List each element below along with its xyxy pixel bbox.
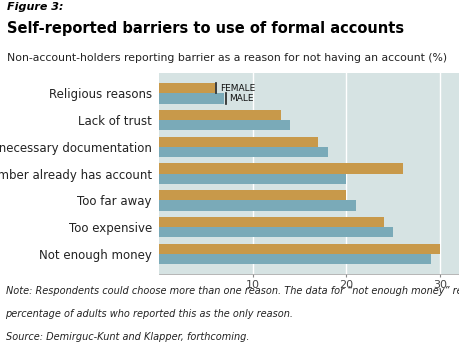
Bar — [158, 120, 290, 130]
Text: Source: Demirguc-Kunt and Klapper, forthcoming.: Source: Demirguc-Kunt and Klapper, forth… — [6, 332, 248, 342]
Text: Non-account-holders reporting barrier as a reason for not having an account (%): Non-account-holders reporting barrier as… — [7, 53, 446, 63]
Bar — [158, 190, 346, 200]
Bar — [158, 174, 346, 184]
Bar — [158, 227, 392, 237]
Bar — [158, 137, 318, 147]
Bar — [158, 94, 224, 104]
Text: FEMALE: FEMALE — [220, 84, 255, 93]
Bar — [158, 200, 355, 210]
Bar — [158, 244, 439, 254]
Bar — [158, 110, 280, 120]
Text: Note: Respondents could choose more than one reason. The data for “not enough mo: Note: Respondents could choose more than… — [6, 286, 459, 296]
Bar — [158, 83, 214, 93]
Text: MALE: MALE — [229, 94, 253, 103]
Bar — [158, 254, 430, 264]
Text: Figure 3:: Figure 3: — [7, 2, 63, 12]
Bar — [158, 163, 402, 174]
Text: Self-reported barriers to use of formal accounts: Self-reported barriers to use of formal … — [7, 22, 403, 36]
Bar — [158, 147, 327, 157]
Bar — [158, 217, 383, 227]
Text: percentage of adults who reported this as the only reason.: percentage of adults who reported this a… — [6, 309, 293, 319]
